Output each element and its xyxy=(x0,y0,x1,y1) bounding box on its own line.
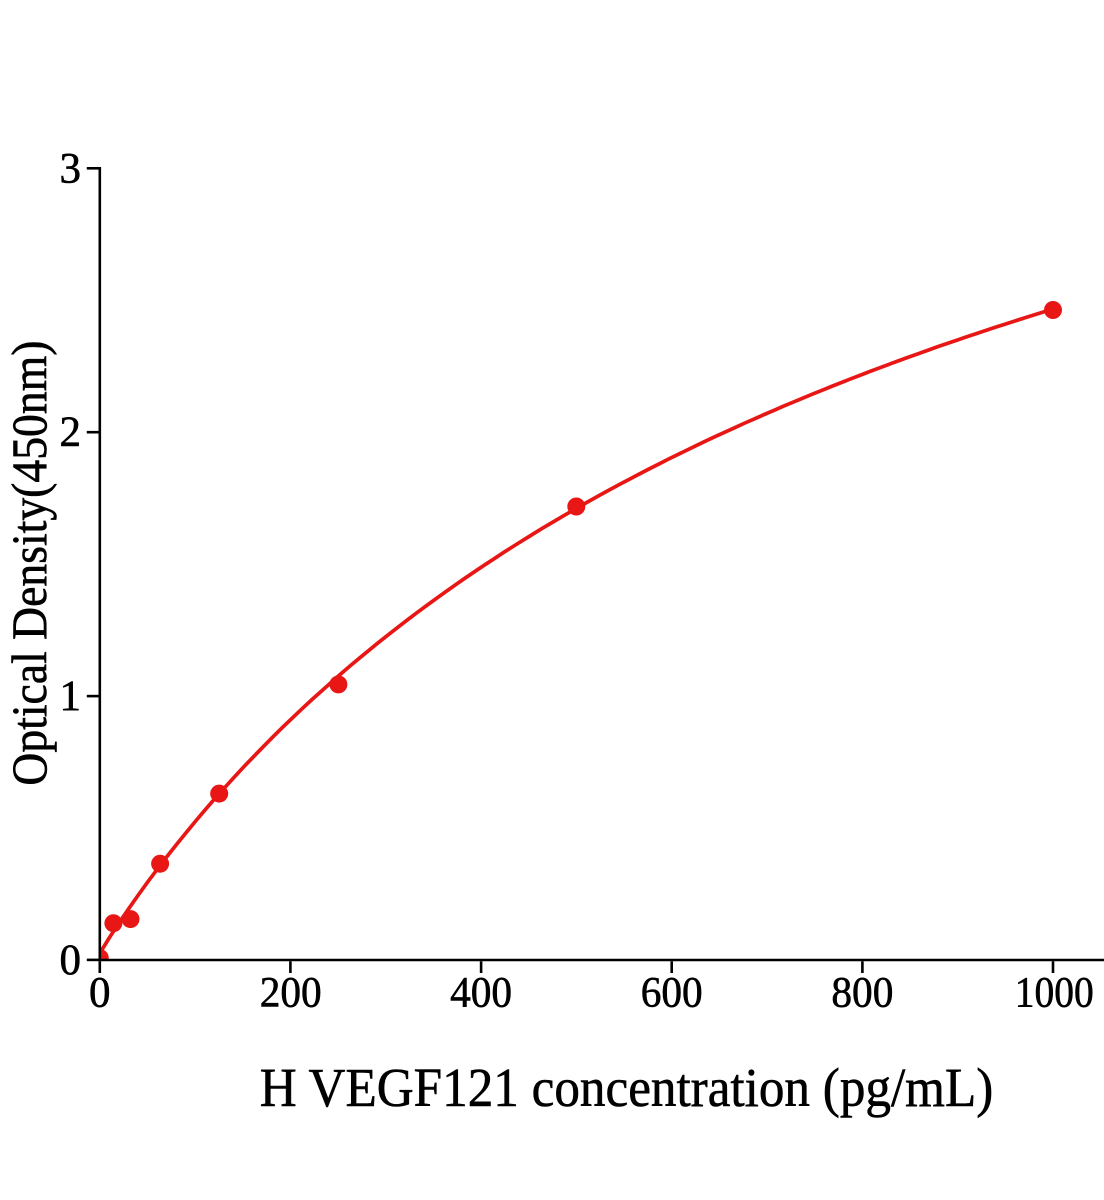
svg-text:H VEGF121 concentration (pg/mL: H VEGF121 concentration (pg/mL) xyxy=(260,1057,994,1118)
svg-text:Optical Density(450nm): Optical Density(450nm) xyxy=(2,341,57,786)
svg-text:0: 0 xyxy=(60,937,82,984)
svg-text:2: 2 xyxy=(60,409,82,456)
svg-text:400: 400 xyxy=(450,970,512,1017)
svg-text:1000: 1000 xyxy=(1015,970,1094,1017)
svg-text:600: 600 xyxy=(641,970,703,1017)
svg-text:0: 0 xyxy=(89,970,111,1017)
svg-text:1: 1 xyxy=(60,673,82,720)
svg-text:3: 3 xyxy=(60,145,82,192)
svg-text:200: 200 xyxy=(260,970,322,1017)
svg-text:800: 800 xyxy=(831,970,893,1017)
